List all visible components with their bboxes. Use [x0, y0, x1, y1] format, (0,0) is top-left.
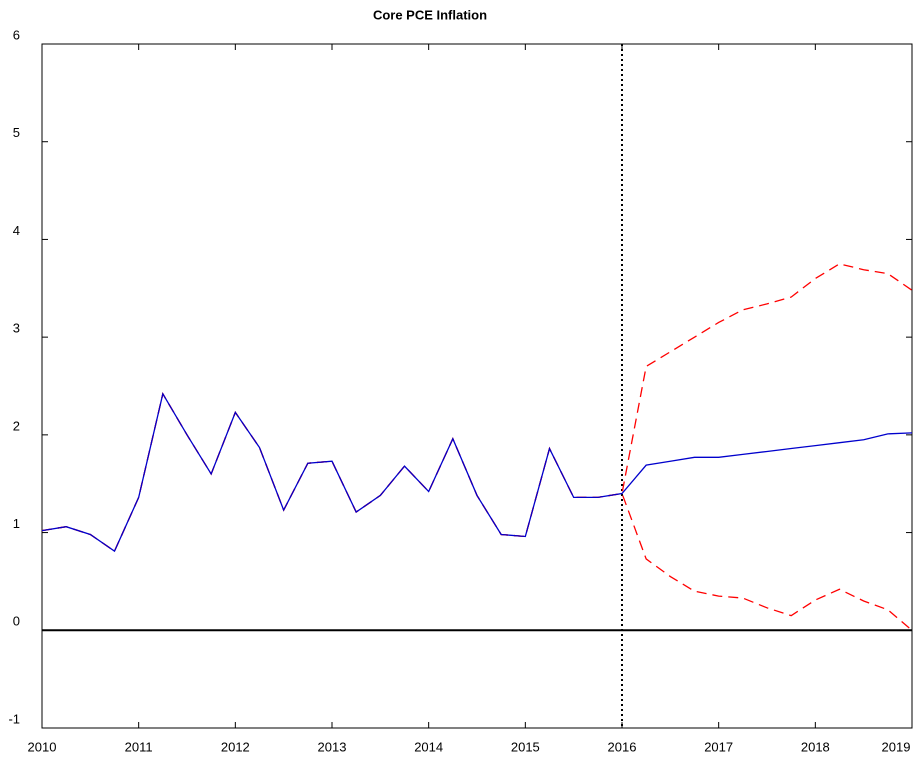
x-tick-label: 2011 — [125, 739, 153, 754]
x-tick-label: 2019 — [882, 739, 911, 754]
x-tick-label: 2012 — [221, 739, 250, 754]
x-tick-label: 2017 — [704, 739, 733, 754]
y-tick-label: 2 — [13, 418, 20, 433]
plot-frame — [41, 43, 913, 729]
y-tick-label: 1 — [13, 516, 20, 531]
series-line — [41, 263, 913, 553]
y-tick-label: 5 — [13, 125, 20, 140]
y-tick-label: 3 — [13, 321, 20, 336]
y-tick-label: 6 — [13, 27, 20, 42]
series-line — [41, 392, 913, 631]
y-tick-label: -1 — [8, 711, 20, 726]
x-tick-label: 2016 — [608, 739, 637, 754]
y-tick-label: 4 — [13, 223, 20, 238]
series-line — [41, 392, 913, 553]
chart-title: Core PCE Inflation — [373, 7, 487, 22]
x-tick-label: 2013 — [318, 739, 347, 754]
x-tick-label: 2014 — [414, 739, 443, 754]
x-tick-label: 2010 — [28, 739, 57, 754]
x-tick-label: 2015 — [511, 739, 540, 754]
y-tick-label: 0 — [13, 614, 20, 629]
x-tick-label: 2018 — [801, 739, 830, 754]
